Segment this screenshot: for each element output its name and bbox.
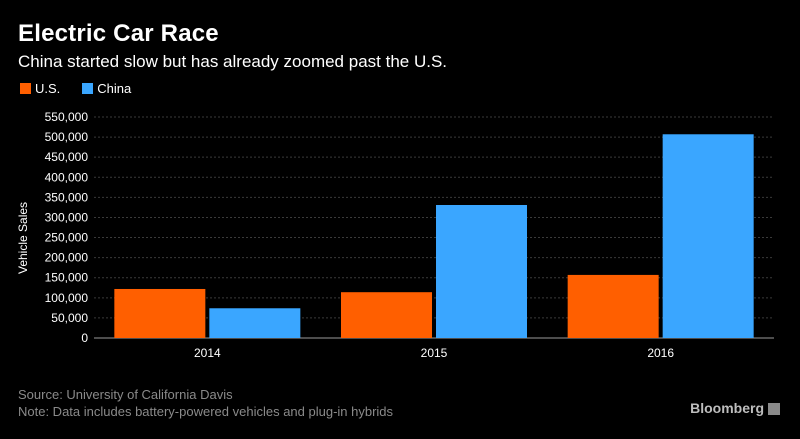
legend-item-china: China [82,81,131,96]
y-tick-label: 50,000 [51,311,88,325]
brand-name: Bloomberg [690,400,764,416]
y-tick-label: 400,000 [45,170,89,184]
legend-label-china: China [97,81,132,96]
brand-logo: Bloomberg [690,400,780,416]
bar-china-2016 [662,134,754,338]
grid-lines [94,116,774,339]
bloomberg-chart-icon [768,403,780,415]
y-tick-label: 500,000 [45,130,89,144]
y-tick-label: 350,000 [45,190,89,204]
x-tick-label: 2016 [647,346,674,360]
legend-swatch-china [82,83,94,94]
legend-label-us: U.S. [35,81,61,96]
x-tick-label: 2014 [194,346,221,360]
legend-item-us: U.S. [20,81,60,96]
bar-us-2016 [567,274,659,338]
y-axis-label: Vehicle Sales [16,202,30,274]
bar-china-2015 [436,204,527,338]
y-tick-label: 0 [81,331,88,345]
legend-swatch-us [20,83,31,94]
x-tick-label: 2015 [421,346,448,360]
bar-us-2014 [114,288,206,338]
source-text: Source: University of California Davis [18,387,233,402]
y-tick-label: 100,000 [45,291,89,305]
y-tick-label: 150,000 [45,271,89,285]
y-tick-label: 250,000 [45,231,89,245]
bar-china-2014 [209,308,301,338]
y-tick-label: 300,000 [45,210,89,224]
bar-us-2015 [341,292,432,338]
chart-title: Electric Car Race [18,20,219,47]
note-text: Note: Data includes battery-powered vehi… [18,404,394,419]
y-tick-label: 550,000 [45,110,89,124]
bars [114,134,754,338]
y-tick-label: 200,000 [45,251,89,265]
x-tick-labels: 2014 2015 2016 [194,346,674,360]
y-tick-label: 450,000 [45,150,89,164]
legend: U.S. China [20,81,153,96]
y-tick-labels: 0 50,000 100,000 150,000 200,000 250,000 300,0… [45,110,89,345]
chart-subtitle: China started slow but has already zoome… [18,52,448,71]
footnotes: Source: University of California Davis N… [18,386,393,420]
